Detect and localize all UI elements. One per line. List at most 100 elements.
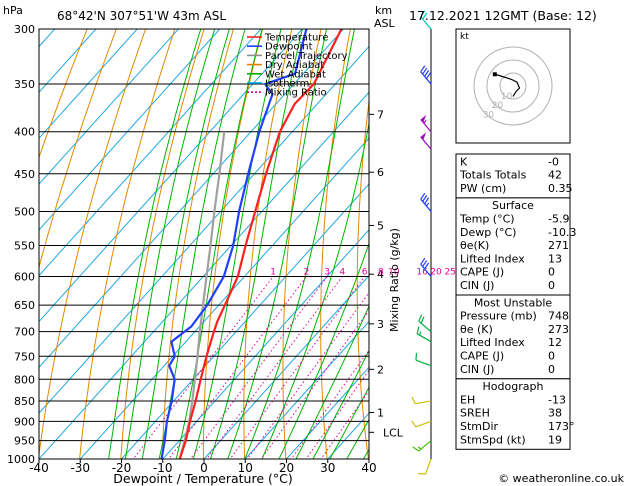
pressure-tick-label: 300 bbox=[14, 23, 35, 36]
isotherm-line bbox=[39, 29, 56, 48]
hodograph-indices-box bbox=[455, 378, 571, 450]
wind-barb bbox=[411, 396, 432, 405]
isotherm-line bbox=[203, 274, 369, 459]
wind-barb bbox=[420, 132, 432, 150]
wind-barb-flag bbox=[422, 67, 428, 75]
dry-adiabat-line bbox=[39, 29, 88, 159]
temperature-line bbox=[178, 29, 343, 459]
isotherm-line bbox=[162, 229, 369, 459]
wind-barb-flag bbox=[418, 472, 426, 475]
most-unstable-indices-row-value: 12 bbox=[548, 336, 562, 349]
dry-adiabat-line bbox=[320, 29, 351, 459]
wind-barb-pennant bbox=[420, 114, 427, 123]
legend-label: Parcel Trajectory bbox=[265, 51, 348, 62]
pressure-tick-label: 400 bbox=[14, 126, 35, 139]
temperature-tick-label: 20 bbox=[279, 461, 294, 475]
wind-barb-pennant bbox=[420, 132, 427, 140]
hodograph-ring-label: 20 bbox=[492, 101, 504, 111]
most-unstable-indices-row-value: 748 bbox=[548, 310, 569, 323]
hodograph-indices-title: Hodograph bbox=[483, 380, 544, 393]
pressure-tick-label: 950 bbox=[14, 435, 35, 448]
hodograph-indices-row-label: StmSpd (kt) bbox=[460, 433, 526, 446]
wind-barb-flag bbox=[411, 396, 416, 404]
wet-adiabat-line bbox=[329, 386, 369, 459]
legend-item: Mixing Ratio bbox=[247, 88, 327, 99]
wind-barb-staff bbox=[415, 400, 432, 405]
isotherm-line bbox=[39, 91, 369, 459]
legend-item: Isotherm bbox=[247, 79, 309, 90]
temperature-tick-label: -20 bbox=[112, 461, 132, 475]
wet-adiabat-line bbox=[141, 29, 230, 459]
surface-indices-row-label: Lifted Index bbox=[460, 252, 525, 265]
basic-indices-row-label: Totals Totals bbox=[459, 169, 527, 182]
wind-barb-staff bbox=[415, 420, 432, 428]
wind-barbs bbox=[411, 10, 432, 475]
wind-barb-staff bbox=[415, 359, 432, 367]
wind-barb-flag bbox=[416, 326, 420, 334]
pressure-axis: 300 350 400 450 500 550 600 650 700 750 800 850 900 9… bbox=[7, 23, 35, 466]
mixing-ratio-label: 6 bbox=[362, 268, 368, 278]
wind-barb bbox=[418, 458, 432, 475]
legend-item: Wet Adiabat bbox=[247, 69, 326, 80]
skewt-plot-area bbox=[39, 0, 629, 476]
legend-item: Temperature bbox=[247, 33, 328, 44]
surface-indices-row-label: CIN (J) bbox=[460, 279, 494, 292]
wet-adiabat-line bbox=[312, 349, 369, 459]
wind-barb-flag bbox=[424, 262, 430, 270]
wind-barb-flag bbox=[422, 260, 428, 267]
isotherm-line bbox=[39, 29, 97, 94]
hodograph-indices-row-value: -13 bbox=[548, 393, 566, 406]
wind-barb-flag bbox=[415, 352, 418, 361]
temperature-tick-label: 30 bbox=[320, 461, 335, 475]
wet-adiabat-line bbox=[108, 29, 202, 459]
most-unstable-indices-title: Most Unstable bbox=[474, 296, 553, 309]
surface-indices-row-value: 13 bbox=[548, 252, 562, 265]
basic-indices-row-label: PW (cm) bbox=[460, 182, 506, 195]
isotherm-line bbox=[79, 137, 369, 459]
pressure-tick-label: 550 bbox=[14, 239, 35, 252]
height-tick-label: 7 bbox=[377, 108, 384, 121]
dry-adiabat-line bbox=[613, 0, 629, 476]
surface-indices-row-value: -10.3 bbox=[548, 226, 576, 239]
mixing-ratio-line bbox=[320, 389, 369, 459]
wind-barb bbox=[416, 326, 432, 343]
mixing-ratio-line bbox=[260, 309, 369, 459]
hodograph-indices-row-value: 173° bbox=[548, 420, 575, 433]
basic-indices-row-label: K bbox=[460, 155, 468, 168]
wind-barb-flag bbox=[420, 257, 426, 265]
surface-indices-row-label: Temp (°C) bbox=[459, 213, 515, 226]
hodograph-indices-row-value: 19 bbox=[548, 433, 562, 446]
wind-barb-flag bbox=[420, 192, 426, 200]
legend-label: Dry Adiabat bbox=[265, 60, 324, 71]
dry-adiabat-line bbox=[584, 0, 629, 476]
datetime-title: 17.12.2021 12GMT (Base: 12) bbox=[409, 8, 597, 23]
height-tick-label: 6 bbox=[377, 166, 384, 179]
surface-indices-row-value: 0 bbox=[548, 279, 555, 292]
legend-label: Wet Adiabat bbox=[265, 69, 326, 80]
dry-adiabat-line bbox=[39, 29, 117, 269]
dry-adiabat-line bbox=[243, 29, 293, 459]
most-unstable-indices-row-label: CIN (J) bbox=[460, 363, 494, 376]
wind-barb-flag bbox=[412, 446, 420, 452]
wind-barb bbox=[418, 314, 432, 333]
basic-indices-row-value: 0.35 bbox=[548, 182, 573, 195]
mixing-ratio-line bbox=[246, 291, 369, 459]
dry-adiabat-line bbox=[39, 29, 147, 459]
hodograph-indices-row-label: EH bbox=[460, 393, 475, 406]
pressure-tick-label: 350 bbox=[14, 78, 35, 91]
wind-barb-half-flag bbox=[419, 331, 422, 336]
height-tick-label: 3 bbox=[377, 318, 384, 331]
location-title: 68°42'N 307°51'W 43m ASL bbox=[57, 9, 226, 23]
height-tick-label: 1 bbox=[377, 407, 384, 420]
wind-barb-flag bbox=[420, 316, 425, 324]
pressure-tick-label: 750 bbox=[14, 350, 35, 363]
pressure-tick-label: 800 bbox=[14, 373, 35, 386]
most-unstable-indices-row-value: 0 bbox=[548, 350, 555, 363]
pressure-tick-label: 500 bbox=[14, 205, 35, 218]
wind-barb-flag bbox=[426, 72, 432, 80]
wind-barb-staff bbox=[420, 136, 432, 150]
hodograph-ring-label: 30 bbox=[483, 110, 495, 120]
temperature-tick-label: 40 bbox=[361, 461, 376, 475]
mixing-ratio-line bbox=[189, 276, 328, 459]
